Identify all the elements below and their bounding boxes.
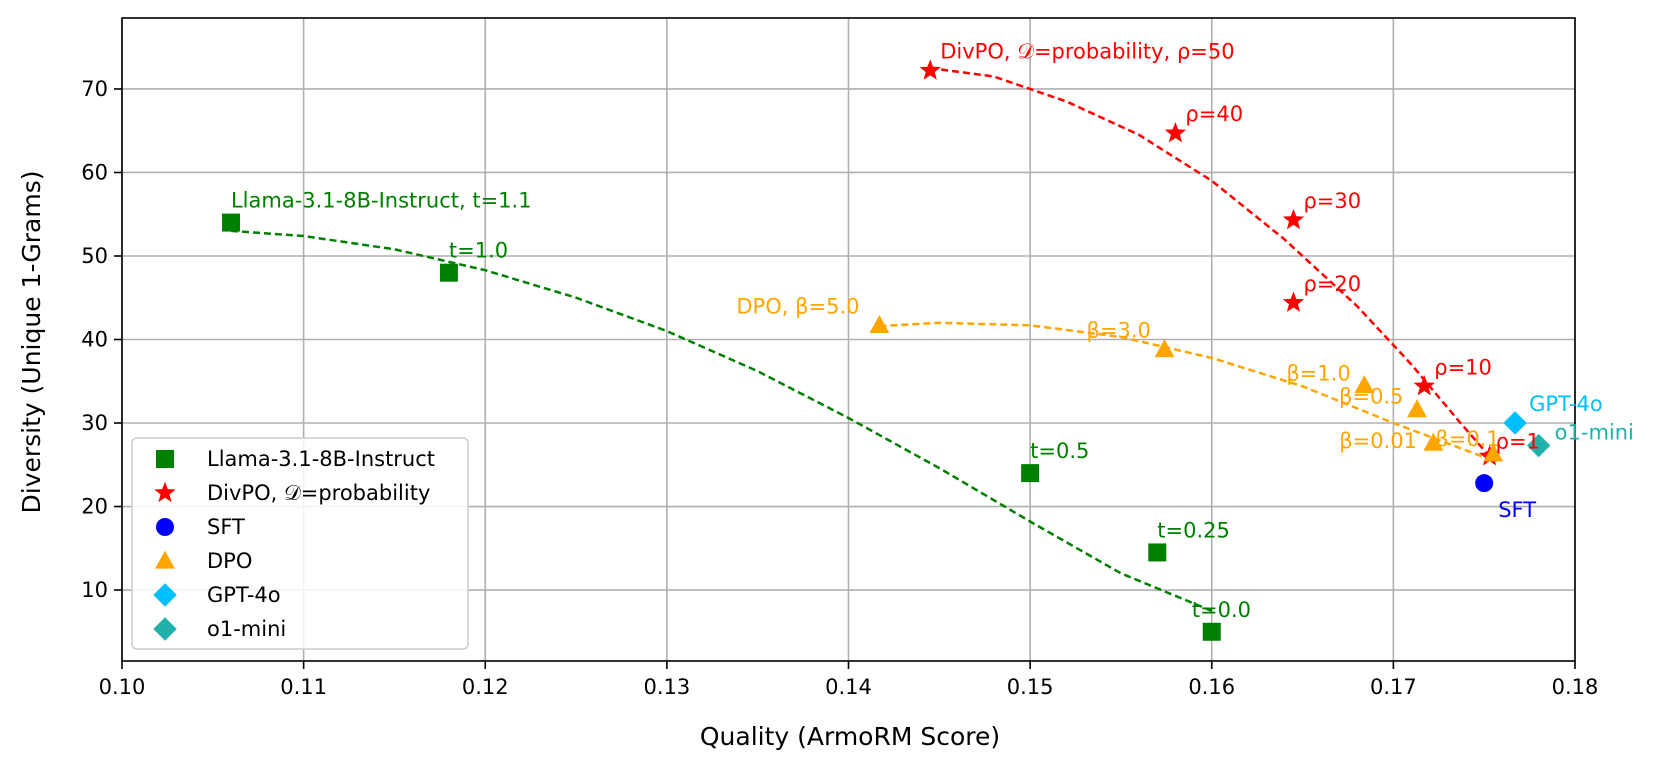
point-label-0-1: t=1.0 (449, 239, 508, 263)
square-point-0-2 (1021, 464, 1040, 483)
legend-square-icon-0 (156, 450, 174, 468)
point-label-3-4: β=0.1 (1435, 427, 1499, 451)
diamond-point-4-0 (1503, 411, 1527, 435)
square-point-0-4 (1202, 622, 1221, 641)
point-label-1-1: ρ=40 (1185, 102, 1243, 126)
axis-ticks: 0.10 0.11 0.12 0.13 0.14 0.15 0.16 0.17 0.18 10 20… (81, 77, 1598, 699)
point-label-3-1: β=3.0 (1087, 319, 1151, 343)
trend-line-1 (930, 66, 1491, 458)
square-point-0-0 (221, 213, 240, 232)
point-label-1-3: ρ=20 (1303, 272, 1361, 296)
legend-diamond-icon-4 (153, 583, 177, 607)
star-point-1-3 (1282, 291, 1305, 312)
point-label-4-0: GPT-4o (1529, 392, 1603, 416)
x-tick-label-3: 0.13 (643, 675, 690, 699)
star-point-1-1 (1164, 121, 1187, 143)
x-tick-label-4: 0.14 (825, 675, 872, 699)
point-label-2-0: SFT (1498, 498, 1536, 522)
y-tick-label-0: 10 (81, 578, 108, 602)
point-label-5-0: o1-mini (1555, 421, 1634, 445)
legend-label-1: DivPO, 𝒟=probability (207, 481, 430, 505)
legend-circle-icon-2 (156, 518, 174, 536)
data-points (221, 59, 1551, 641)
point-label-1-4: ρ=10 (1434, 355, 1492, 379)
x-tick-label-0: 0.10 (99, 675, 146, 699)
triangle-point-3-5 (1483, 443, 1504, 462)
point-label-0-4: t=0.0 (1192, 598, 1251, 622)
triangle-point-3-4 (1423, 432, 1444, 451)
x-axis-title: Quality (ArmoRM Score) (700, 722, 1000, 751)
trend-line-0 (230, 229, 1213, 613)
legend-box (131, 437, 469, 650)
point-label-1-2: ρ=30 (1303, 189, 1361, 213)
x-tick-label-5: 0.15 (1007, 675, 1054, 699)
square-point-0-3 (1148, 543, 1167, 562)
legend-label-3: DPO (207, 549, 252, 573)
x-tick-label-8: 0.18 (1552, 675, 1599, 699)
x-tick-label-1: 0.11 (280, 675, 327, 699)
point-label-3-3: β=0.5 (1339, 385, 1403, 409)
star-point-1-0 (919, 59, 941, 80)
triangle-point-3-3 (1407, 399, 1427, 418)
legend-label-0: Llama-3.1-8B-Instruct (207, 447, 435, 471)
star-point-1-4 (1413, 375, 1435, 396)
triangle-point-3-2 (1354, 375, 1375, 394)
point-annotations: Llama-3.1-8B-Instruct, t=1.1 t=1.0 t=0.5 t=… (231, 40, 1634, 622)
y-tick-label-3: 40 (81, 328, 108, 352)
point-label-3-2: β=1.0 (1286, 361, 1350, 385)
diamond-point-5-0 (1526, 433, 1551, 458)
point-label-1-0: DivPO, 𝒟=probability, ρ=50 (940, 40, 1234, 64)
y-tick-label-1: 20 (81, 495, 108, 519)
y-axis-title: Diversity (Unique 1-Grams) (17, 171, 46, 514)
x-tick-label-7: 0.17 (1370, 675, 1417, 699)
triangle-point-3-1 (1154, 339, 1175, 358)
square-point-0-1 (439, 263, 458, 282)
y-tick-label-2: 30 (81, 411, 108, 435)
triangle-point-3-0 (869, 314, 890, 333)
legend-triangle-icon-3 (155, 550, 175, 569)
y-tick-label-6: 70 (81, 77, 108, 101)
legend-label-2: SFT (207, 515, 245, 539)
legend-label-5: o1-mini (207, 617, 286, 641)
circle-point-2-0 (1475, 474, 1494, 493)
y-tick-label-5: 60 (81, 160, 108, 184)
legend-diamond-icon-5 (153, 617, 177, 641)
legend-star-icon-1 (154, 481, 176, 503)
y-tick-label-4: 50 (81, 244, 108, 268)
x-tick-label-6: 0.16 (1188, 675, 1235, 699)
point-label-0-2: t=0.5 (1030, 439, 1089, 463)
point-label-0-0: Llama-3.1-8B-Instruct, t=1.1 (231, 189, 532, 213)
x-tick-label-2: 0.12 (462, 675, 509, 699)
point-label-1-5: ρ=1 (1496, 429, 1540, 453)
point-label-3-0: DPO, β=5.0 (736, 294, 859, 318)
legend-label-4: GPT-4o (207, 583, 281, 607)
legend: Llama-3.1-8B-Instruct DivPO, 𝒟=probabilit… (131, 437, 469, 650)
star-point-1-2 (1282, 208, 1305, 230)
point-label-0-3: t=0.25 (1157, 518, 1230, 542)
point-label-3-5: β=0.01 (1339, 429, 1417, 453)
